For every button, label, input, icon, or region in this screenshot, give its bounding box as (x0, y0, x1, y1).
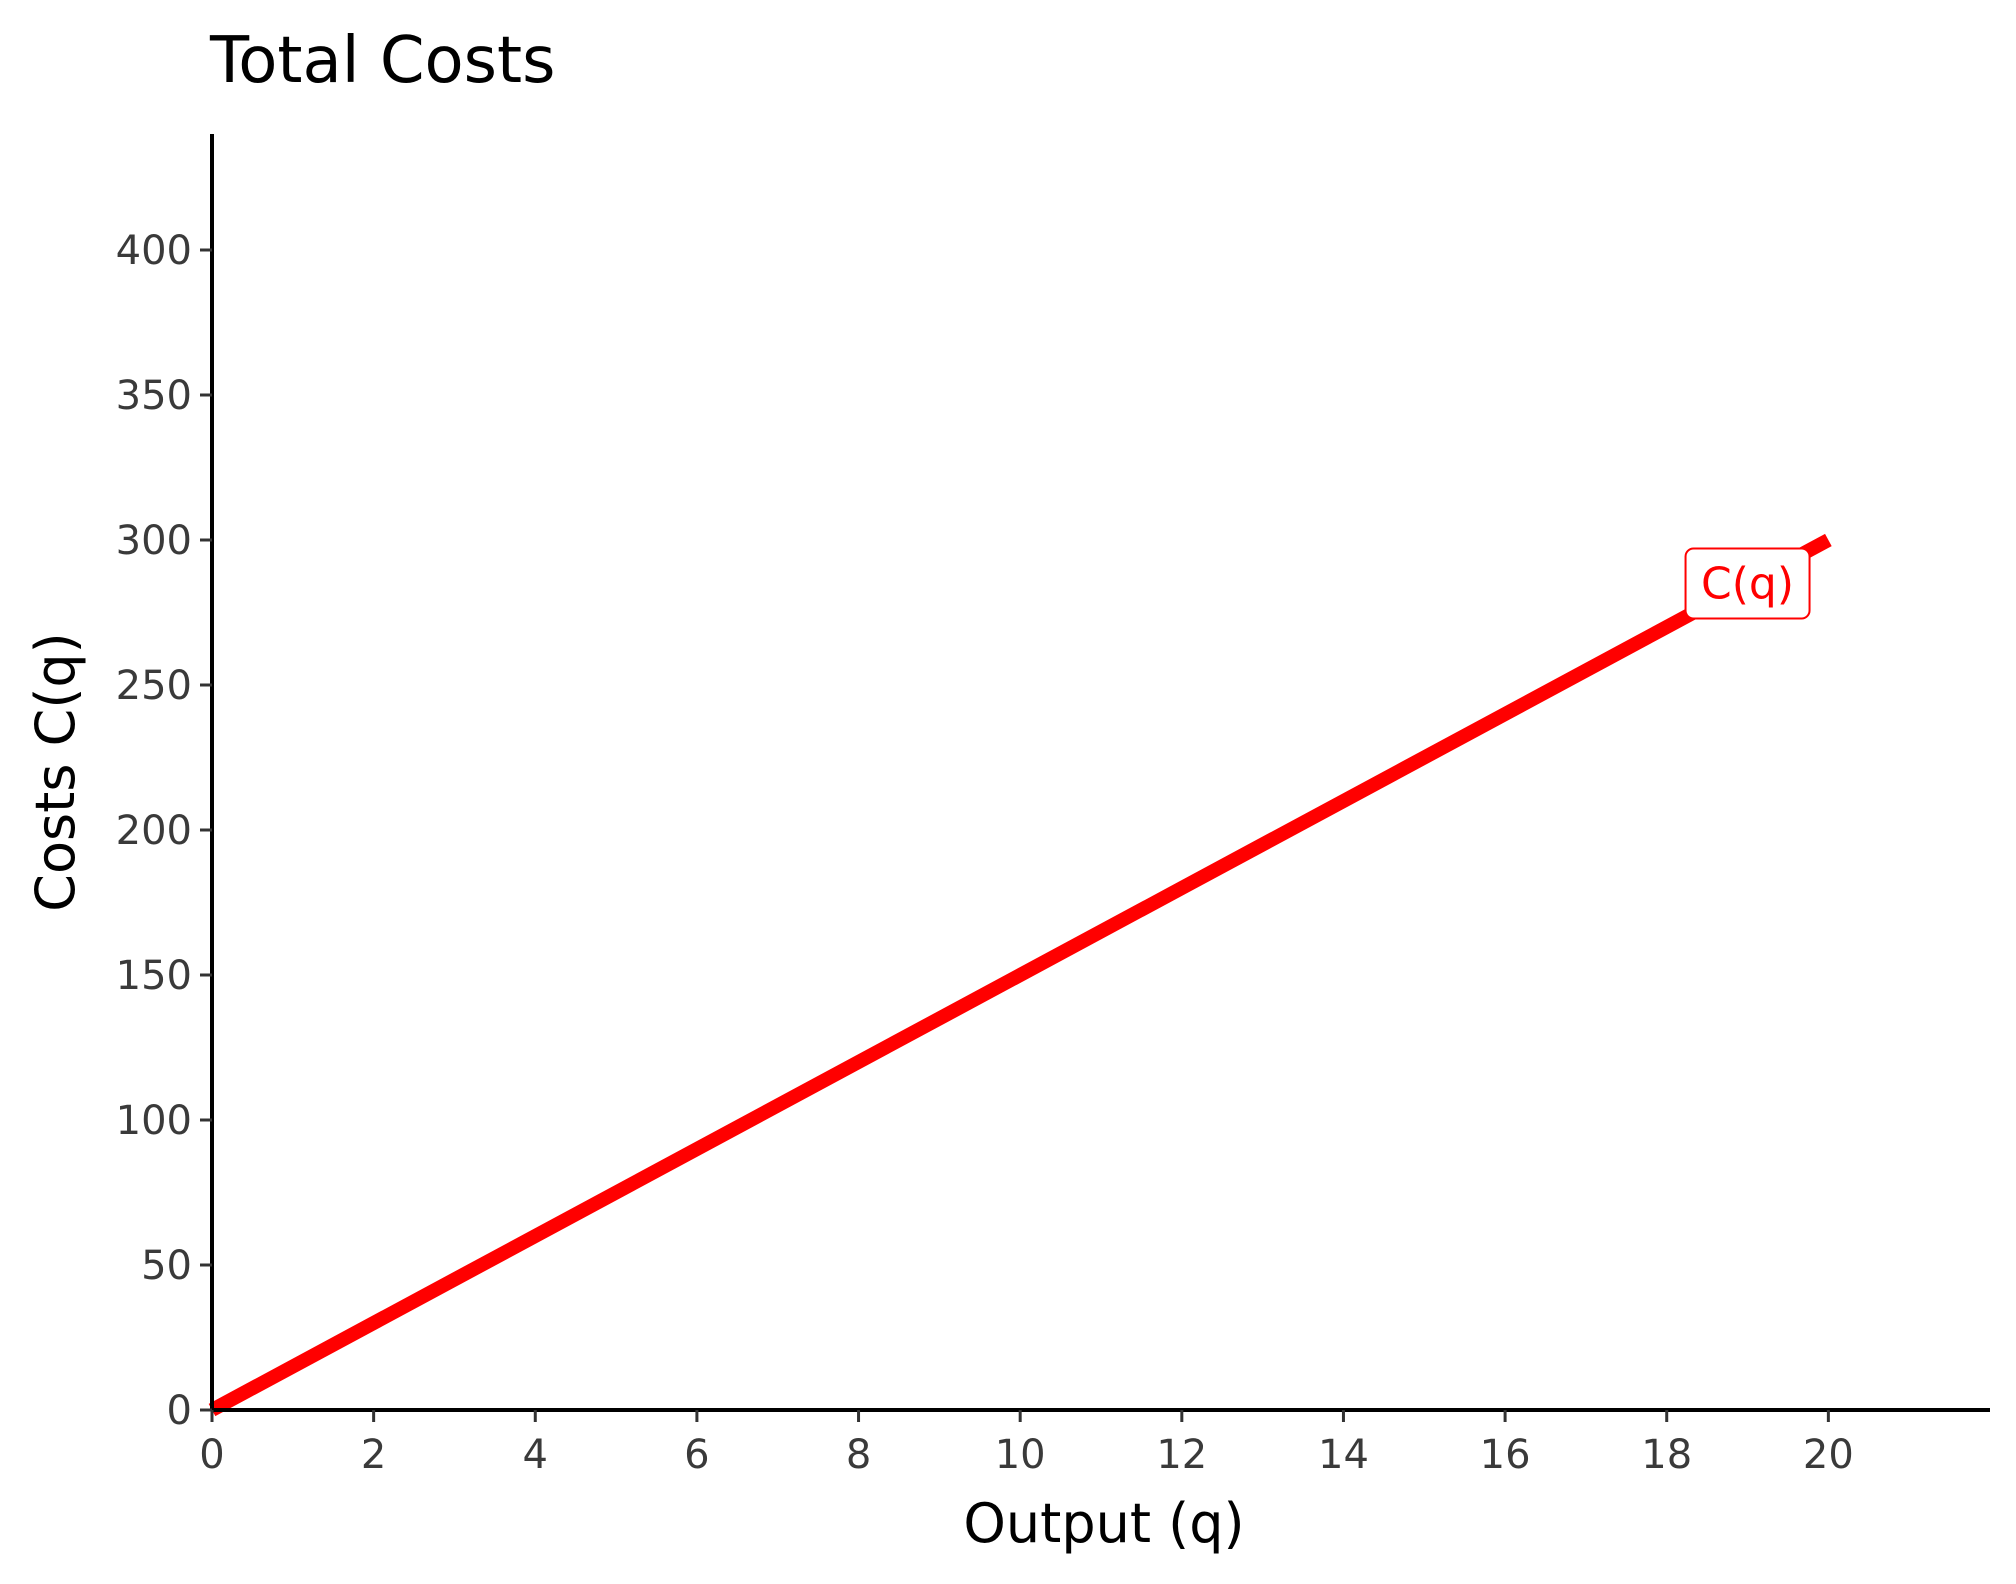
y-tick-label: 250 (116, 663, 192, 709)
x-tick-label: 12 (1156, 1432, 1207, 1478)
y-tick-label: 50 (141, 1243, 192, 1289)
y-tick-label: 300 (116, 518, 192, 564)
curve-label: C(q) (1701, 559, 1794, 610)
y-tick-label: 100 (116, 1098, 192, 1144)
plot-area: C(q) (208, 533, 1832, 1417)
y-tick-label: 150 (116, 953, 192, 999)
x-tick-label: 0 (199, 1432, 224, 1478)
y-tick-label: 400 (116, 228, 192, 274)
curve-label-box (1684, 547, 1811, 620)
y-tick-label: 200 (116, 808, 192, 854)
y-axis-title: Costs C(q) (24, 632, 87, 911)
x-tick-label: 2 (361, 1432, 386, 1478)
x-tick-label: 8 (846, 1432, 871, 1478)
x-tick-label: 10 (995, 1432, 1046, 1478)
y-tick-label: 0 (167, 1388, 192, 1434)
x-tick-label: 16 (1480, 1432, 1531, 1478)
x-tick-label: 4 (523, 1432, 548, 1478)
y-tick-label: 350 (116, 373, 192, 419)
x-tick-label: 6 (684, 1432, 709, 1478)
chart-title: Total Costs (209, 24, 555, 98)
x-tick-label: 18 (1641, 1432, 1692, 1478)
x-axis: 0 2 4 6 8 10 12 14 16 18 20 (199, 1408, 1990, 1478)
x-tick-label: 14 (1318, 1432, 1369, 1478)
series-line-0 (208, 533, 1832, 1417)
x-tick-label: 20 (1803, 1432, 1854, 1478)
x-axis-title: Output (q) (963, 1492, 1244, 1555)
y-axis: 0 50 100 150 200 250 300 350 400 (116, 134, 214, 1434)
